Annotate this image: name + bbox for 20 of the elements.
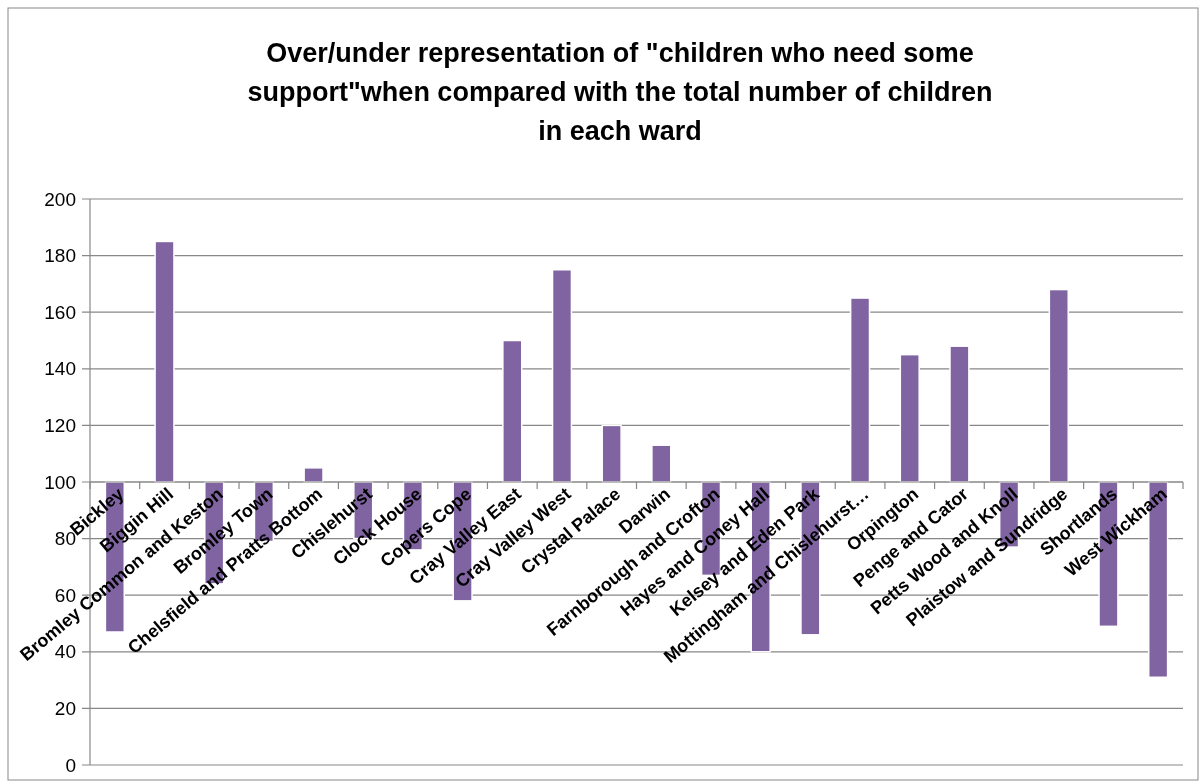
bar xyxy=(303,467,324,483)
chart-title: Over/under representation of "children who need some support"when compared with the total number of children in each ward xyxy=(247,38,993,146)
y-tick-label: 20 xyxy=(54,698,76,720)
y-tick-label: 100 xyxy=(44,471,76,493)
bar xyxy=(651,444,672,483)
bar xyxy=(949,345,970,483)
bar xyxy=(1048,288,1069,483)
bar xyxy=(601,424,622,483)
y-tick-label: 120 xyxy=(44,415,76,437)
y-tick-label: 180 xyxy=(44,245,76,267)
bar xyxy=(551,269,573,483)
y-tick-label: 160 xyxy=(44,301,76,323)
bar xyxy=(899,353,920,483)
y-tick-label: 200 xyxy=(44,188,76,210)
bar xyxy=(502,339,523,483)
y-tick-label: 60 xyxy=(54,584,76,606)
y-tick-label: 140 xyxy=(44,358,76,380)
y-tick-label: 0 xyxy=(65,754,76,776)
bar xyxy=(849,297,871,483)
bar xyxy=(154,240,175,483)
